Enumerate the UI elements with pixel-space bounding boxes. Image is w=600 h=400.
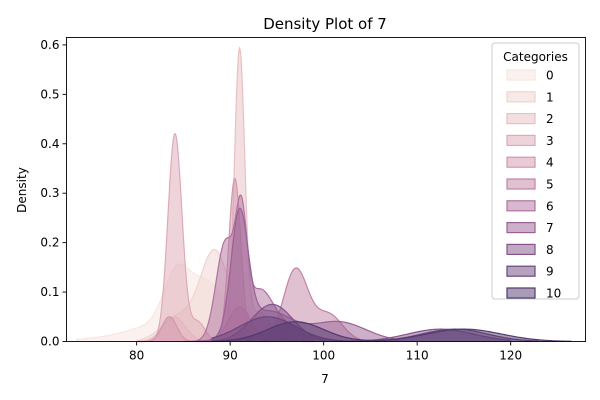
legend-swatch-10 [506, 287, 536, 299]
y-tick-label-0.2: 0.2 [40, 236, 59, 250]
legend-label-0: 0 [546, 69, 554, 83]
legend-swatch-4 [506, 156, 536, 168]
legend-label-1: 1 [546, 90, 554, 104]
y-tick-label-0.1: 0.1 [40, 285, 59, 299]
density-line-10 [211, 321, 572, 342]
x-axis-label: 7 [321, 372, 329, 386]
legend-label-6: 6 [546, 199, 554, 213]
legend-swatch-7 [506, 222, 536, 234]
x-axis-ticks: 80 90 100 110 120 [129, 341, 522, 363]
density-area-6 [192, 195, 315, 342]
legend-label-3: 3 [546, 134, 554, 148]
y-axis-ticks: 0.0 0.1 0.2 0.3 0.4 0.5 0.6 [40, 38, 67, 349]
legend-swatch-2 [506, 112, 536, 125]
x-tick-label-100: 100 [312, 349, 335, 363]
y-tick-label-0.5: 0.5 [40, 87, 59, 101]
legend-swatch-0 [506, 69, 536, 81]
density-area-7 [183, 208, 399, 342]
legend-swatch-1 [506, 91, 536, 103]
plot-frame [66, 37, 586, 342]
legend-swatch-5 [506, 178, 536, 190]
legend-label-2: 2 [546, 112, 554, 126]
legend-title: Categories [503, 50, 568, 64]
x-tick-label-120: 120 [499, 349, 522, 363]
legend-swatch-8 [506, 243, 536, 255]
legend-label-10: 10 [546, 287, 561, 301]
legend-label-8: 8 [546, 243, 554, 257]
legend-swatch-9 [506, 265, 536, 277]
legend-label-7: 7 [546, 221, 554, 235]
y-tick-label-0.3: 0.3 [40, 186, 59, 200]
x-tick-label-90: 90 [223, 349, 238, 363]
y-axis-label: Density [15, 167, 29, 213]
legend-swatch-6 [506, 200, 536, 212]
legend-label-9: 9 [546, 265, 554, 279]
legend: Categories 0 1 2 3 4 5 6 7 8 9 10 [491, 42, 580, 301]
density-area-3 [136, 133, 221, 342]
legend-label-5: 5 [546, 178, 554, 192]
y-tick-label-0.0: 0.0 [40, 335, 59, 349]
x-tick-label-80: 80 [129, 349, 144, 363]
y-tick-label-0.4: 0.4 [40, 137, 59, 151]
legend-swatch-3 [506, 134, 536, 146]
density-area-10 [211, 321, 572, 342]
legend-label-4: 4 [546, 156, 554, 170]
chart-title: Density Plot of 7 [263, 15, 387, 33]
x-tick-label-110: 110 [406, 349, 429, 363]
legend-items: 0 1 2 3 4 5 6 7 8 9 10 [506, 69, 561, 301]
legend-box [491, 42, 580, 300]
density-areas [75, 46, 572, 343]
y-tick-label-0.6: 0.6 [40, 38, 59, 52]
